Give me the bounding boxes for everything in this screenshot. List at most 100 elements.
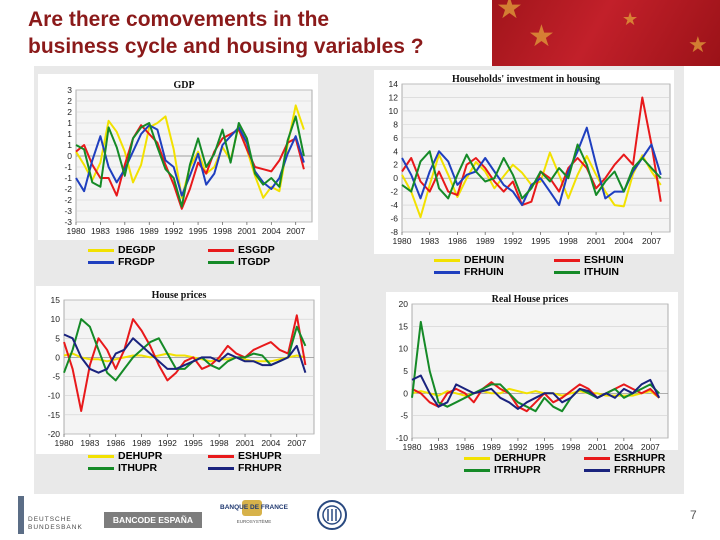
legend-swatch (584, 468, 610, 472)
legend-item: ESRHUPR (584, 452, 665, 464)
x-tick-label: 1992 (503, 236, 522, 246)
x-tick-label: 2004 (262, 226, 281, 236)
central-bank-logos: DEUTSCHE BUNDESBANK BANCODE ESPAÑA BANQU… (0, 492, 720, 540)
y-tick-label: -1 (64, 162, 72, 172)
legend-label: DEHUPR (118, 450, 163, 462)
star-icon: ★ (528, 20, 555, 53)
series-line-frhuin (401, 126, 662, 207)
x-tick-label: 2001 (587, 236, 606, 246)
x-tick-label: 2001 (237, 226, 256, 236)
x-tick-label: 1989 (132, 438, 151, 448)
legend-item: ITGDP (208, 256, 270, 268)
x-tick-label: 1986 (115, 226, 134, 236)
legend-item: DEGDP (88, 244, 155, 256)
y-tick-label: 4 (393, 146, 398, 156)
y-tick-label: -1 (64, 173, 72, 183)
y-tick-label: 10 (399, 344, 409, 354)
house-prices-chart: 15 10 5 0 -5 -10 -15 -20 1980 1983 1986 1989 1992 199… (36, 286, 320, 454)
x-tick-label: 1980 (55, 438, 74, 448)
real-house-prices-legend: DERHUPR ESRHUPR ITRHUPR FRRHUPR (414, 452, 684, 480)
x-tick-label: 1989 (476, 236, 495, 246)
banque-de-france-emblem (242, 500, 262, 516)
banque-de-france-logo-text: BANQUE DE FRANCE (220, 504, 288, 511)
y-tick-label: -5 (52, 372, 60, 382)
legend-swatch (434, 270, 460, 274)
y-tick-label: 5 (55, 333, 60, 343)
y-tick-label: -4 (390, 200, 398, 210)
slide-title: Are there comovements in the business cy… (28, 6, 488, 60)
x-tick-label: 1995 (535, 442, 554, 450)
gdp-chart: 3 2 2 1 1 1 0 -1 -1 -2 -2 -3 -3 1980 1983 1986 1989 1992 1… (38, 74, 318, 240)
legend-label: ESRHUPR (614, 452, 666, 464)
x-tick-label: 2007 (642, 236, 661, 246)
y-tick-label: -6 (390, 214, 398, 224)
x-tick-label: 1980 (403, 442, 422, 450)
x-tick-label: 1995 (189, 226, 208, 236)
x-tick-label: 1998 (213, 226, 232, 236)
legend-item: FRGDP (88, 256, 155, 268)
y-tick-label: 6 (393, 133, 398, 143)
y-tick-label: 2 (67, 107, 72, 117)
y-tick-label: -3 (64, 206, 72, 216)
eu-flag-banner: ★ ★ ★ ★ (492, 0, 720, 66)
slide-title-line-2: business cycle and housing variables ? (28, 35, 424, 58)
y-tick-label: 10 (51, 314, 61, 324)
legend-swatch (584, 456, 610, 460)
series-line-frgdp (75, 124, 305, 197)
y-tick-label: -15 (48, 410, 61, 420)
star-icon: ★ (688, 32, 708, 57)
series-line-dehupr (63, 352, 306, 363)
x-tick-label: 1992 (158, 438, 177, 448)
series-line-eshupr (63, 314, 307, 412)
y-tick-label: -8 (390, 227, 398, 237)
legend-label: ITHUPR (118, 462, 158, 474)
y-tick-label: 0 (67, 151, 72, 161)
legend-item: ITHUIN (554, 266, 619, 278)
chart-title: Real House prices (492, 294, 569, 305)
y-tick-label: 0 (403, 388, 408, 398)
legend-swatch (208, 260, 234, 264)
legend-swatch (208, 248, 234, 252)
y-tick-label: -2 (64, 195, 72, 205)
housing-investment-chart: 14 12 10 8 6 4 2 0 -2 -4 -6 -8 1980 1983 1986 1989 1992 1… (374, 70, 674, 254)
legend-item: FRRHUPR (584, 464, 665, 476)
legend-swatch (434, 258, 460, 262)
x-tick-label: 1980 (393, 236, 412, 246)
y-tick-label: 0 (393, 173, 398, 183)
legend-item: FRHUPR (208, 462, 282, 474)
plot-area (63, 299, 315, 435)
legend-label: ESHUPR (238, 450, 282, 462)
y-tick-label: -5 (400, 411, 408, 421)
x-tick-label: 2004 (261, 438, 280, 448)
y-tick-label: -10 (396, 433, 409, 443)
series-line-itrhupr (411, 320, 660, 413)
x-tick-label: 2007 (286, 226, 305, 236)
charts-panel: 3 2 2 1 1 1 0 -1 -1 -2 -2 -3 -3 1980 1983 1986 1989 1992 1… (34, 66, 684, 494)
y-tick-label: 0 (55, 352, 60, 362)
legend-item: ITRHUPR (464, 464, 541, 476)
x-tick-label: 2007 (641, 442, 660, 450)
x-tick-label: 1998 (210, 438, 229, 448)
y-tick-label: 8 (393, 119, 398, 129)
series-line-frhupr (63, 333, 307, 374)
legend-item: ESHUIN (554, 254, 624, 266)
banco-de-espana-logo: BANCODE ESPAÑA (104, 512, 202, 528)
x-tick-label: 2004 (614, 236, 633, 246)
banque-de-france-logo: BANQUE DE FRANCE EUROSYSTÈME (220, 500, 288, 530)
x-tick-label: 1995 (184, 438, 203, 448)
x-tick-label: 1998 (561, 442, 580, 450)
x-tick-label: 1983 (91, 226, 110, 236)
legend-item: ESGDP (208, 244, 275, 256)
x-tick-label: 2004 (614, 442, 633, 450)
legend-swatch (464, 456, 490, 460)
y-tick-label: 2 (67, 96, 72, 106)
y-tick-label: 14 (389, 79, 399, 89)
legend-label: DEHUIN (464, 254, 505, 266)
bundesbank-logo-text: DEUTSCHE BUNDESBANK (28, 516, 83, 531)
banque-de-france-logo-subtext: EUROSYSTÈME (236, 519, 272, 524)
legend-label: ITHUIN (584, 266, 619, 278)
bundesbank-logo-bar (18, 496, 24, 534)
y-tick-label: -2 (64, 184, 72, 194)
